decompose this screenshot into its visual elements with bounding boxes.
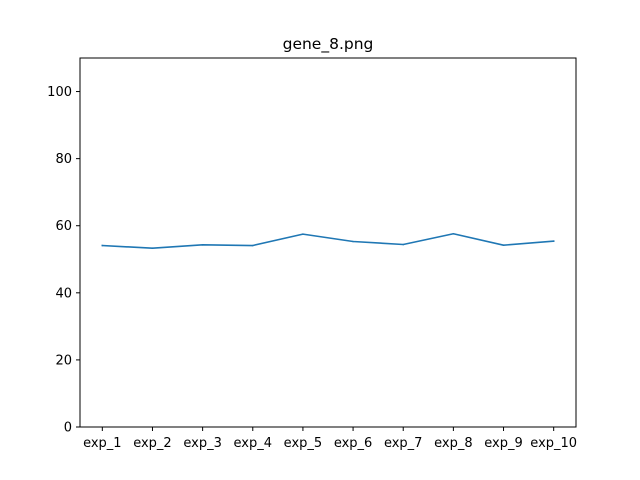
x-tick-label: exp_1 (83, 436, 122, 451)
data-point (251, 244, 254, 247)
data-point (352, 240, 354, 243)
x-tick-label: exp_2 (133, 436, 172, 451)
y-tick-label: 60 (55, 219, 72, 234)
x-tick-label: exp_3 (183, 436, 222, 451)
axis-ticks: 0 20 40 60 80 100 exp_1 exp_2 exp_3 exp_4 exp_5 exp… (47, 85, 577, 451)
data-point (151, 247, 154, 250)
chart-title: gene_8.png (283, 35, 374, 54)
series-line (101, 232, 555, 249)
x-tick-label: exp_5 (284, 436, 323, 451)
y-tick-label: 100 (47, 85, 72, 100)
data-point (302, 233, 304, 235)
y-tick-label: 40 (55, 286, 72, 301)
y-tick-label: 80 (55, 152, 72, 167)
x-tick-label: exp_10 (530, 436, 577, 451)
data-point (552, 240, 555, 242)
plot-area-frame (79, 57, 577, 428)
data-point (452, 232, 455, 235)
y-tick-label: 0 (64, 421, 72, 436)
data-point (201, 244, 204, 246)
x-tick-label: exp_7 (384, 436, 423, 451)
data-point (502, 244, 505, 246)
x-tick-label: exp_8 (434, 436, 473, 451)
data-point (402, 243, 405, 246)
x-tick-label: exp_6 (334, 436, 373, 451)
y-tick-label: 20 (55, 353, 72, 368)
series-layer (101, 232, 555, 250)
x-tick-label: exp_4 (234, 436, 273, 451)
x-tick-label: exp_9 (484, 436, 523, 451)
data-point (101, 244, 104, 247)
